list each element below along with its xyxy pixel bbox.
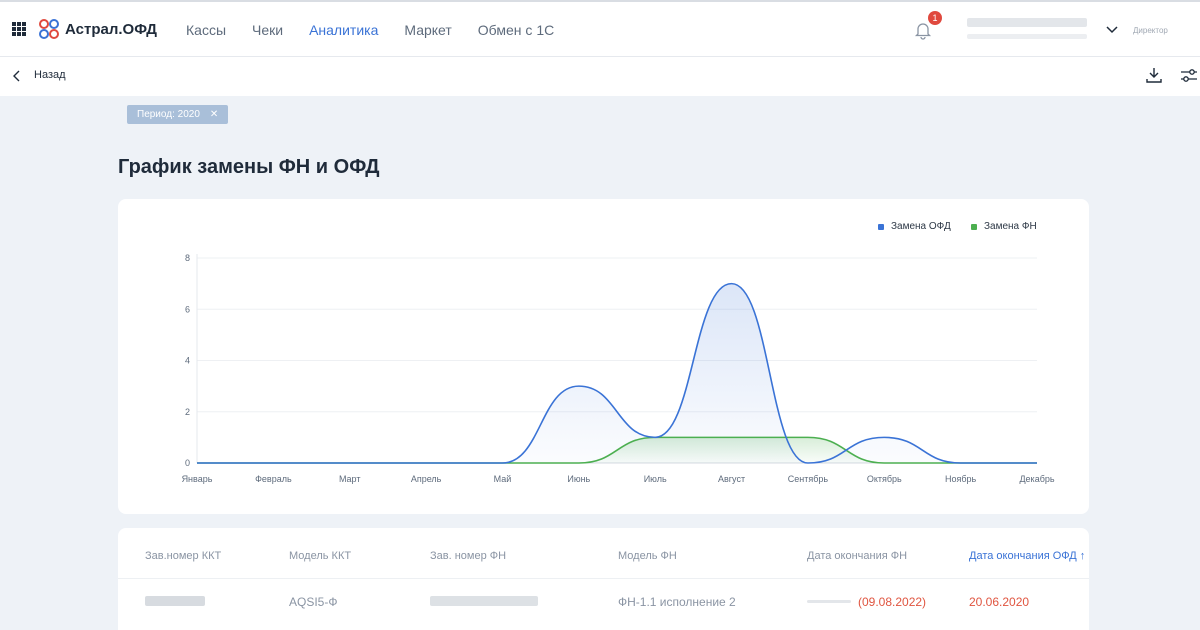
nav-item-1c-exchange[interactable]: Обмен с 1С — [477, 22, 555, 38]
y-tick-label: 6 — [185, 304, 190, 314]
fn-end-redacted — [807, 600, 851, 603]
nav-item-market[interactable]: Маркет — [404, 22, 452, 38]
chevron-down-icon[interactable] — [1105, 24, 1119, 34]
series-line-0[interactable] — [197, 282, 1037, 464]
replacement-chart: 0 2 4 6 8 Январь Февраль Март Апрель Май Июнь Июль… — [182, 253, 1055, 484]
cell-fn-model: ФН-1.1 исполнение 2 — [618, 595, 736, 609]
user-org-redacted — [967, 34, 1087, 39]
legend-item-ofd[interactable]: Замена ОФД — [878, 221, 951, 232]
legend-item-fn[interactable]: Замена ФН — [971, 221, 1037, 232]
x-tick-label: Февраль — [255, 474, 292, 484]
data-point[interactable] — [882, 461, 887, 466]
data-point[interactable] — [729, 435, 734, 440]
data-point[interactable] — [576, 384, 581, 389]
data-point[interactable] — [347, 461, 352, 466]
data-point[interactable] — [958, 461, 963, 466]
data-point[interactable] — [500, 461, 505, 466]
data-point[interactable] — [195, 461, 200, 466]
close-icon[interactable]: ✕ — [209, 109, 219, 120]
legend-swatch-ofd — [878, 223, 884, 230]
brand-name[interactable]: Астрал.ОФД — [65, 21, 157, 38]
column-header-fn-serial[interactable]: Зав. номер ФН — [430, 550, 507, 562]
y-tick-label: 0 — [185, 458, 190, 468]
nav-item-cheki[interactable]: Чеки — [252, 22, 284, 38]
x-tick-label: Ноябрь — [945, 474, 977, 484]
x-tick-label: Декабрь — [1019, 474, 1054, 484]
data-point[interactable] — [729, 281, 734, 286]
cell-fn-end-date: (09.08.2022) — [858, 595, 927, 609]
data-point[interactable] — [271, 461, 276, 466]
legend-label-ofd: Замена ОФД — [891, 221, 951, 232]
data-point[interactable] — [882, 435, 887, 440]
main-nav: Кассы Чеки Аналитика Маркет Обмен с 1С — [186, 22, 580, 38]
bell-icon[interactable] — [913, 20, 933, 40]
chevron-left-icon[interactable] — [12, 69, 22, 83]
legend-label-fn: Замена ФН — [984, 221, 1037, 232]
series-area-0 — [197, 283, 1037, 463]
nav-item-analytics[interactable]: Аналитика — [309, 22, 379, 38]
astral-logo-icon[interactable] — [38, 18, 60, 40]
x-tick-label: Январь — [182, 474, 213, 484]
top-navigation-bar: Астрал.ОФД Кассы Чеки Аналитика Маркет О… — [0, 0, 1200, 57]
x-tick-label: Апрель — [411, 474, 442, 484]
period-filter-label: Период: 2020 — [137, 109, 200, 120]
chart-card: Замена ОФД Замена ФН 0 2 4 6 8 Январь Февраль… — [118, 199, 1089, 514]
column-header-fn-end-date[interactable]: Дата окончания ФН — [807, 550, 908, 562]
column-header-kkt-serial[interactable]: Зав.номер ККТ — [145, 550, 222, 562]
x-tick-label: Март — [339, 474, 361, 484]
nav-item-kassy[interactable]: Кассы — [186, 22, 227, 38]
column-header-fn-model[interactable]: Модель ФН — [618, 550, 677, 562]
column-header-kkt-model[interactable]: Модель ККТ — [289, 550, 352, 562]
period-filter-chip[interactable]: Период: 2020 ✕ — [127, 105, 229, 124]
y-tick-label: 8 — [185, 253, 190, 263]
data-point[interactable] — [1035, 461, 1040, 466]
x-tick-label: Июнь — [567, 474, 590, 484]
fn-serial-redacted — [430, 596, 538, 606]
x-tick-label: Август — [718, 474, 745, 484]
notification-badge: 1 — [928, 11, 942, 25]
replacement-table: Зав.номер ККТ Модель ККТ Зав. номер ФН М… — [118, 528, 1089, 630]
legend-swatch-fn — [971, 223, 977, 230]
apps-grid-icon[interactable] — [12, 22, 26, 36]
page-title: График замены ФН и ОФД — [118, 156, 380, 178]
kkt-serial-redacted — [145, 596, 205, 606]
column-header-ofd-end-date[interactable]: Дата окончания ОФД ↑ — [969, 550, 1086, 562]
back-button[interactable]: Назад — [34, 69, 66, 81]
header-divider — [118, 578, 1089, 579]
data-point[interactable] — [424, 461, 429, 466]
filter-settings-icon[interactable] — [1180, 67, 1198, 85]
y-tick-label: 4 — [185, 356, 190, 366]
cell-kkt-model: AQSI5-Ф — [289, 595, 338, 609]
user-role: Директор — [1133, 26, 1168, 35]
data-point[interactable] — [805, 461, 810, 466]
cell-ofd-end-date: 20.06.2020 — [969, 595, 1030, 609]
x-tick-label: Сентябрь — [788, 474, 829, 484]
data-point[interactable] — [805, 435, 810, 440]
page-toolbar: Назад — [0, 57, 1200, 96]
x-tick-label: Июль — [644, 474, 667, 484]
download-icon[interactable] — [1145, 66, 1163, 84]
data-point[interactable] — [653, 435, 658, 440]
user-name-redacted[interactable] — [967, 18, 1087, 27]
y-tick-label: 2 — [185, 407, 190, 417]
data-point[interactable] — [576, 461, 581, 466]
x-tick-label: Октябрь — [867, 474, 902, 484]
x-tick-label: Май — [494, 474, 512, 484]
